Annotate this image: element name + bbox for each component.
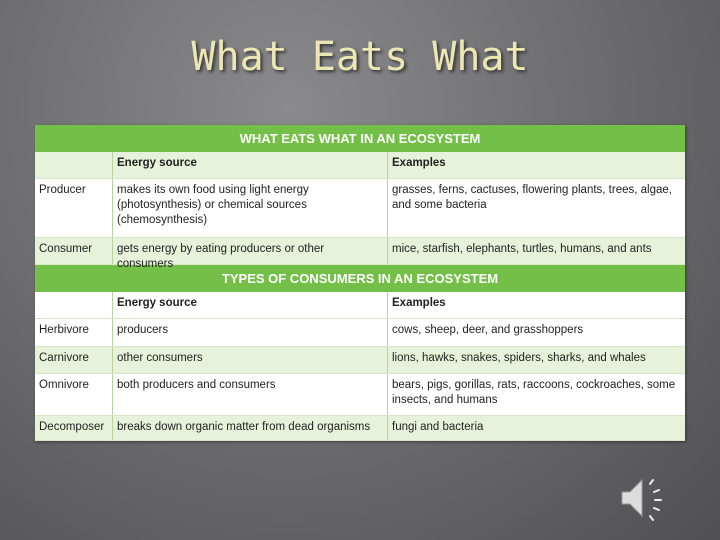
table-row: Omnivore both producers and consumers bear… <box>35 374 685 416</box>
cell: other consumers <box>112 347 387 373</box>
cell: gets energy by eating producers or other… <box>112 238 387 270</box>
slide-title: What Eats What <box>191 34 529 80</box>
table-row: Producer makes its own food using light e… <box>35 179 685 238</box>
cell: grasses, ferns, cactuses, flowering plan… <box>387 179 685 237</box>
header-row: Energy source Examples <box>35 152 685 179</box>
cell: breaks down organic matter from dead org… <box>112 416 387 440</box>
table-row: Herbivore producers cows, sheep, deer, and… <box>35 319 685 347</box>
cell: mice, starfish, elephants, turtles, huma… <box>387 238 685 264</box>
cell: Consumer <box>39 243 93 255</box>
section-title: TYPES OF CONSUMERS IN AN ECOSYSTEM <box>35 265 685 292</box>
cell: lions, hawks, snakes, spiders, sharks, a… <box>387 347 685 373</box>
cell: Omnivore <box>39 379 89 391</box>
section-title: WHAT EATS WHAT IN AN ECOSYSTEM <box>35 125 685 152</box>
cell: both producers and consumers <box>112 374 387 415</box>
header-row: Energy source Examples <box>35 292 685 319</box>
cell: Carnivore <box>39 352 89 364</box>
cell: bears, pigs, gorillas, rats, raccoons, c… <box>387 374 685 415</box>
header-cell: Examples <box>387 152 685 178</box>
header-cell: Examples <box>387 292 685 318</box>
header-cell: Energy source <box>112 292 387 318</box>
cell: fungi and bacteria <box>387 416 685 440</box>
speaker-icon[interactable] <box>618 470 668 526</box>
cell: Producer <box>39 184 86 196</box>
cell: makes its own food using light energy (p… <box>112 179 387 237</box>
table-row: Carnivore other consumers lions, hawks, sn… <box>35 347 685 374</box>
cell: cows, sheep, deer, and grasshoppers <box>387 319 685 346</box>
cell <box>35 152 112 178</box>
cell <box>35 292 112 318</box>
cell: producers <box>112 319 387 346</box>
header-cell: Energy source <box>112 152 387 178</box>
cell: Herbivore <box>39 324 89 336</box>
table: WHAT EATS WHAT IN AN ECOSYSTEM Energy sou… <box>35 125 685 441</box>
cell: Decomposer <box>39 421 105 433</box>
table-row: Consumer gets energy by eating producers … <box>35 238 685 270</box>
table-row: Decomposer breaks down organic matter fro… <box>35 416 685 441</box>
